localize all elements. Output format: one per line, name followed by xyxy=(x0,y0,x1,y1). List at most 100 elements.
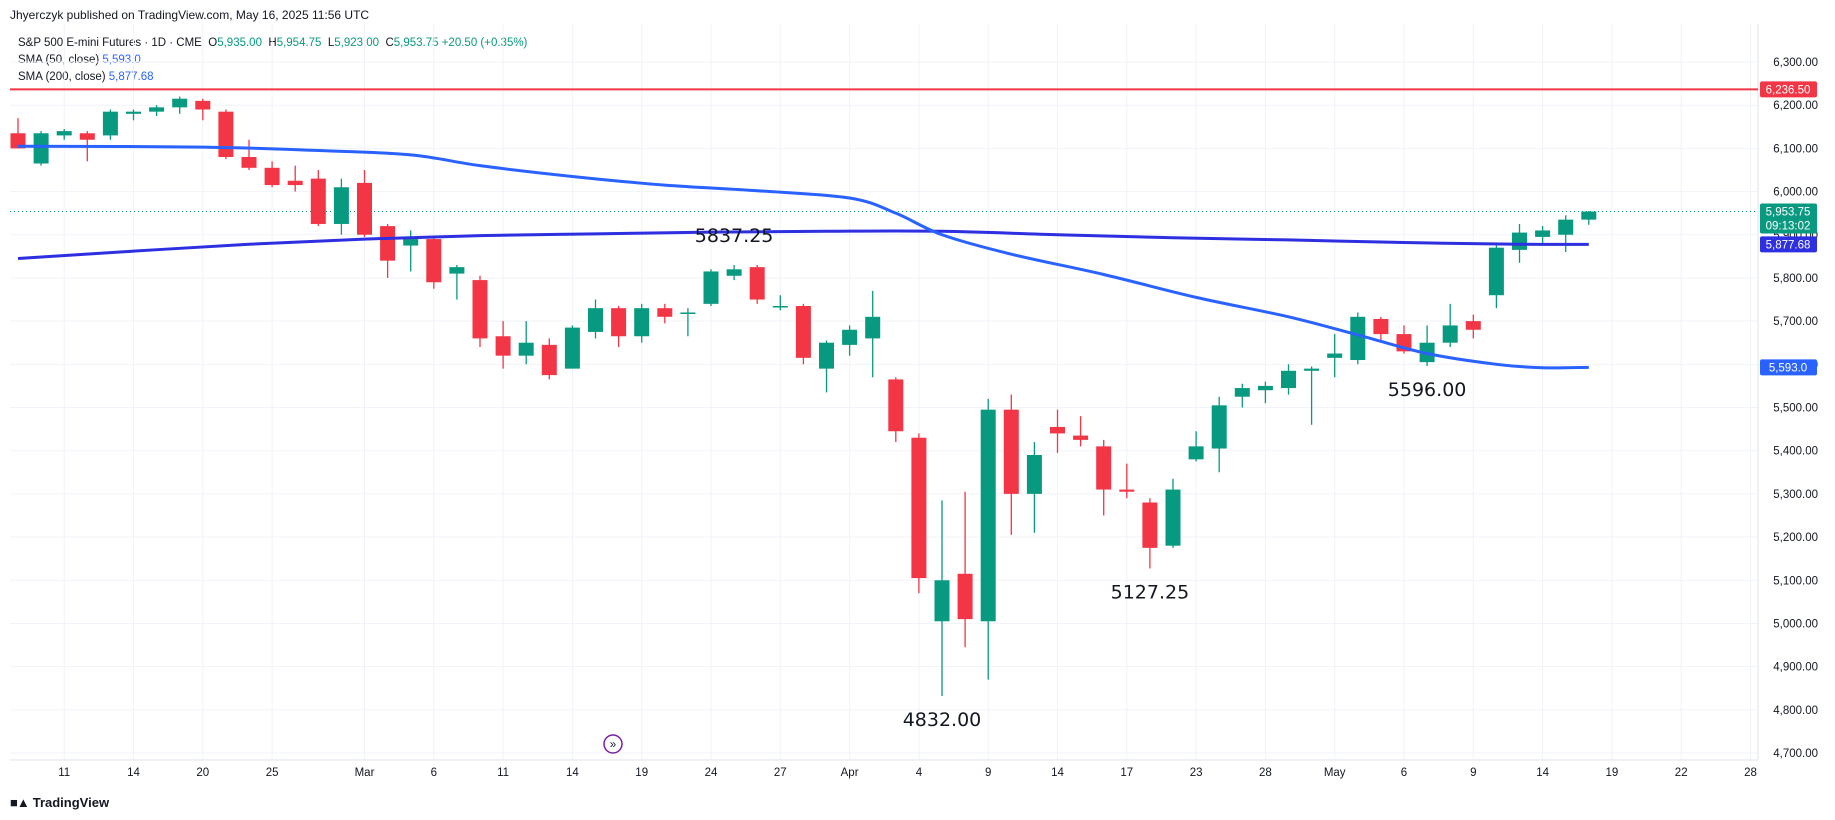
candle-body xyxy=(10,133,26,149)
y-tick-label: 5,700.00 xyxy=(1773,316,1818,328)
x-tick-label: 22 xyxy=(1675,767,1688,779)
y-tick-label: 5,200.00 xyxy=(1773,532,1818,544)
sma50-price-tag xyxy=(1760,359,1817,376)
candle-body xyxy=(749,267,765,300)
candle-body xyxy=(888,379,904,432)
candle-body xyxy=(1211,405,1227,449)
x-tick-label: 28 xyxy=(1259,767,1272,779)
candle-body xyxy=(33,133,49,164)
candle-body xyxy=(357,182,372,235)
candle-body xyxy=(1188,446,1204,460)
candle-body xyxy=(1073,435,1089,440)
candle-body xyxy=(1096,446,1112,490)
resistance-price-tag xyxy=(1760,81,1817,98)
candle-body xyxy=(1119,489,1135,492)
candle-body xyxy=(1535,230,1551,237)
publisher-line: Jhyerczyk published on TradingView.com, … xyxy=(10,8,370,22)
candle-body xyxy=(518,342,534,356)
x-tick-label: 23 xyxy=(1190,767,1203,779)
candle-body xyxy=(218,111,234,158)
candle-body xyxy=(1142,502,1158,548)
price-annotation: 5837.25 xyxy=(695,225,774,247)
replay-icon xyxy=(603,734,623,754)
x-tick-label: 25 xyxy=(266,767,279,779)
candle-body xyxy=(611,308,627,337)
candle-body xyxy=(79,133,95,140)
y-tick-label: 6,300.00 xyxy=(1773,57,1818,69)
legend-sma200-row[interactable]: SMA (200, close) 5,877.68 xyxy=(18,69,527,86)
candle-body xyxy=(1373,318,1389,335)
x-tick-label: 14 xyxy=(127,767,140,779)
candle-body xyxy=(1512,232,1527,250)
y-tick-label: 5,000.00 xyxy=(1773,618,1818,630)
candle-body xyxy=(726,269,742,276)
replay-icon-glyph: » xyxy=(610,739,616,751)
y-tick-label: 5,400.00 xyxy=(1773,446,1818,458)
candle-body xyxy=(541,344,557,376)
tradingview-logo-icon: ■▲ xyxy=(10,795,30,810)
candle-body xyxy=(449,267,465,274)
x-tick-label: 17 xyxy=(1120,767,1133,779)
resistance-price-tag-label: 6,236.50 xyxy=(1766,84,1811,96)
x-tick-label: 19 xyxy=(635,767,648,779)
candle-body xyxy=(911,437,927,579)
candle-body xyxy=(172,98,188,108)
y-tick-label: 5,100.00 xyxy=(1773,575,1818,587)
candle-body xyxy=(149,107,165,112)
candle-body xyxy=(102,111,118,136)
candle-body xyxy=(980,409,996,622)
x-tick-label: 14 xyxy=(566,767,579,779)
price-annotation: 4832.00 xyxy=(903,709,982,731)
x-tick-label: 11 xyxy=(497,767,509,779)
sma200-value: 5,877.68 xyxy=(108,71,154,83)
candle-body xyxy=(819,342,834,369)
candle-body xyxy=(310,178,326,224)
x-tick-label: 27 xyxy=(774,767,787,779)
candle-body xyxy=(195,100,211,110)
x-tick-label: May xyxy=(1324,767,1346,779)
candle-body xyxy=(1465,321,1481,330)
candle-body xyxy=(680,312,696,314)
candle-body xyxy=(1257,385,1273,391)
x-tick-label: 20 xyxy=(196,767,209,779)
x-tick-label: 19 xyxy=(1606,767,1619,779)
change-value: +20.50 (+0.35%) xyxy=(441,37,528,49)
candle-body xyxy=(1350,316,1366,360)
low-value: L5,923.00 xyxy=(327,37,380,49)
x-tick-label: Mar xyxy=(355,767,375,779)
candle-body xyxy=(1165,489,1181,546)
x-tick-label: 11 xyxy=(58,767,70,779)
candle-body xyxy=(1581,211,1597,220)
last-price-tag xyxy=(1760,203,1817,234)
y-tick-label: 6,000.00 xyxy=(1773,187,1818,199)
candle-body xyxy=(1442,325,1458,343)
candle-body xyxy=(264,167,280,186)
candle-body xyxy=(957,573,973,620)
candle-body xyxy=(842,329,858,345)
candle-body xyxy=(1050,426,1065,434)
sma200-line xyxy=(17,229,1589,260)
candle-body xyxy=(1003,409,1019,494)
x-tick-label: 24 xyxy=(705,767,718,779)
candle-body xyxy=(1327,353,1343,358)
candle-body xyxy=(1558,219,1574,235)
candle-body xyxy=(865,316,881,339)
y-tick-label: 4,900.00 xyxy=(1773,662,1818,674)
tradingview-footer[interactable]: ■▲ TradingView xyxy=(10,795,109,810)
y-tick-label: 4,800.00 xyxy=(1773,705,1818,717)
sma50-value: 5,593.0 xyxy=(102,54,141,66)
x-tick-label: 6 xyxy=(1401,767,1407,779)
candle-body xyxy=(1026,455,1042,494)
sma200-price-tag-label: 5,877.68 xyxy=(1766,239,1811,251)
candle-body xyxy=(703,271,719,304)
legend-sma50-row[interactable]: SMA (50, close) 5,593.0 xyxy=(18,52,527,69)
y-tick-label: 4,700.00 xyxy=(1773,748,1818,760)
candle-body xyxy=(426,239,442,283)
candle-body xyxy=(126,111,141,114)
candle-body xyxy=(380,226,396,261)
x-tick-label: 6 xyxy=(431,767,437,779)
y-tick-label: 5,300.00 xyxy=(1773,489,1818,501)
price-annotation: 5127.25 xyxy=(1111,581,1190,603)
candle-body xyxy=(1304,368,1320,371)
